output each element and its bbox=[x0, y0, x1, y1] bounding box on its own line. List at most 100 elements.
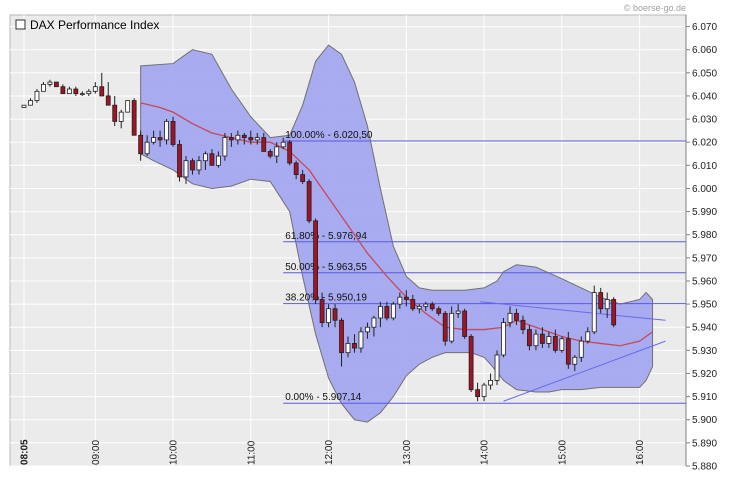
fib-level-label: 61.80% - 5.976,94 bbox=[285, 231, 367, 242]
candle bbox=[267, 149, 273, 159]
candle bbox=[190, 158, 195, 175]
candle-body bbox=[552, 336, 558, 351]
candle bbox=[131, 98, 137, 136]
candle bbox=[540, 327, 545, 349]
candle bbox=[79, 91, 85, 96]
candle-body bbox=[306, 181, 312, 222]
y-tick-label: 6.040 bbox=[692, 91, 717, 102]
candle bbox=[572, 354, 578, 372]
candle bbox=[125, 100, 131, 113]
candle-body bbox=[572, 356, 578, 365]
candle bbox=[21, 104, 27, 108]
candle-body bbox=[261, 137, 267, 152]
candle bbox=[112, 95, 118, 127]
candle-body bbox=[241, 134, 247, 138]
candle-body bbox=[66, 88, 72, 95]
candle bbox=[287, 139, 293, 166]
y-tick-label: 6.000 bbox=[692, 184, 717, 195]
y-tick-label: 5.970 bbox=[692, 253, 717, 264]
candle-body bbox=[559, 338, 565, 351]
x-tick-label: 14:00 bbox=[480, 440, 491, 465]
candle-body bbox=[131, 100, 137, 136]
candle-body bbox=[371, 317, 377, 328]
candle bbox=[300, 169, 306, 184]
candle-body bbox=[514, 312, 519, 321]
candle bbox=[235, 130, 241, 145]
candle bbox=[41, 82, 46, 92]
y-tick-label: 5.900 bbox=[692, 415, 717, 426]
y-tick-label: 5.940 bbox=[692, 323, 717, 334]
candle bbox=[319, 292, 325, 328]
moving-average bbox=[140, 102, 653, 347]
candle bbox=[533, 329, 539, 351]
candle-body bbox=[177, 144, 182, 178]
candle bbox=[241, 132, 247, 145]
candle bbox=[397, 292, 403, 309]
candle-body bbox=[228, 137, 234, 141]
candle bbox=[177, 139, 182, 182]
x-tick-label: 15:00 bbox=[557, 440, 568, 465]
candle-body bbox=[144, 141, 150, 155]
y-tick-label: 6.020 bbox=[692, 138, 717, 149]
candle-body bbox=[365, 326, 370, 333]
candle bbox=[73, 86, 79, 96]
candle-body bbox=[345, 343, 351, 354]
candle-body bbox=[455, 310, 461, 314]
candle bbox=[436, 306, 442, 316]
candle bbox=[105, 82, 111, 106]
candle bbox=[384, 301, 390, 321]
candle-body bbox=[60, 86, 66, 95]
candle-body bbox=[164, 120, 169, 141]
fib-level-label: 50.00% - 5.963,55 bbox=[285, 262, 367, 273]
candle-body bbox=[540, 333, 545, 344]
candle bbox=[47, 79, 53, 87]
candle-body bbox=[501, 322, 506, 356]
candle bbox=[494, 350, 500, 386]
candle-body bbox=[28, 100, 33, 106]
candle-body bbox=[533, 333, 539, 347]
y-tick-label: 5.960 bbox=[692, 276, 717, 287]
candle-body bbox=[287, 141, 293, 164]
candle bbox=[183, 156, 189, 184]
trend-line bbox=[480, 301, 666, 321]
candle bbox=[598, 287, 604, 314]
candle bbox=[520, 315, 526, 335]
candle bbox=[60, 84, 66, 95]
y-tick-label: 5.950 bbox=[692, 300, 717, 311]
y-tick-label: 5.910 bbox=[692, 392, 717, 403]
candle bbox=[416, 304, 422, 314]
candle-body bbox=[47, 81, 53, 85]
candle-body bbox=[170, 120, 176, 145]
chart-title-box: DAX Performance Index bbox=[15, 18, 159, 32]
candle-body bbox=[41, 83, 46, 92]
candle bbox=[585, 327, 591, 344]
candle-body bbox=[442, 312, 448, 342]
candle bbox=[449, 306, 455, 344]
candle-body bbox=[99, 86, 105, 97]
moving-average-line bbox=[140, 102, 653, 347]
candle bbox=[481, 382, 487, 402]
candle bbox=[345, 336, 351, 358]
candle-body bbox=[183, 160, 189, 178]
x-tick-label: 11:00 bbox=[246, 440, 257, 465]
candle-body bbox=[494, 354, 500, 381]
candle-body bbox=[591, 292, 597, 333]
candle bbox=[339, 317, 344, 367]
candle-body bbox=[604, 299, 610, 310]
x-tick-label: 16:00 bbox=[635, 440, 646, 465]
candle bbox=[313, 218, 319, 305]
x-tick-label: 08:05 bbox=[20, 439, 31, 465]
title-checkbox-icon[interactable] bbox=[15, 19, 26, 30]
candle bbox=[423, 301, 429, 312]
trend-lines bbox=[480, 301, 666, 402]
candle bbox=[293, 160, 299, 180]
candle-body bbox=[151, 137, 157, 143]
candle-body bbox=[190, 160, 195, 171]
candle bbox=[410, 294, 416, 312]
candle-body bbox=[611, 299, 617, 326]
candle bbox=[546, 331, 552, 349]
candle bbox=[591, 285, 597, 335]
candle-body bbox=[280, 141, 286, 148]
y-tick-label: 5.890 bbox=[692, 438, 717, 449]
candle-body bbox=[73, 88, 79, 95]
